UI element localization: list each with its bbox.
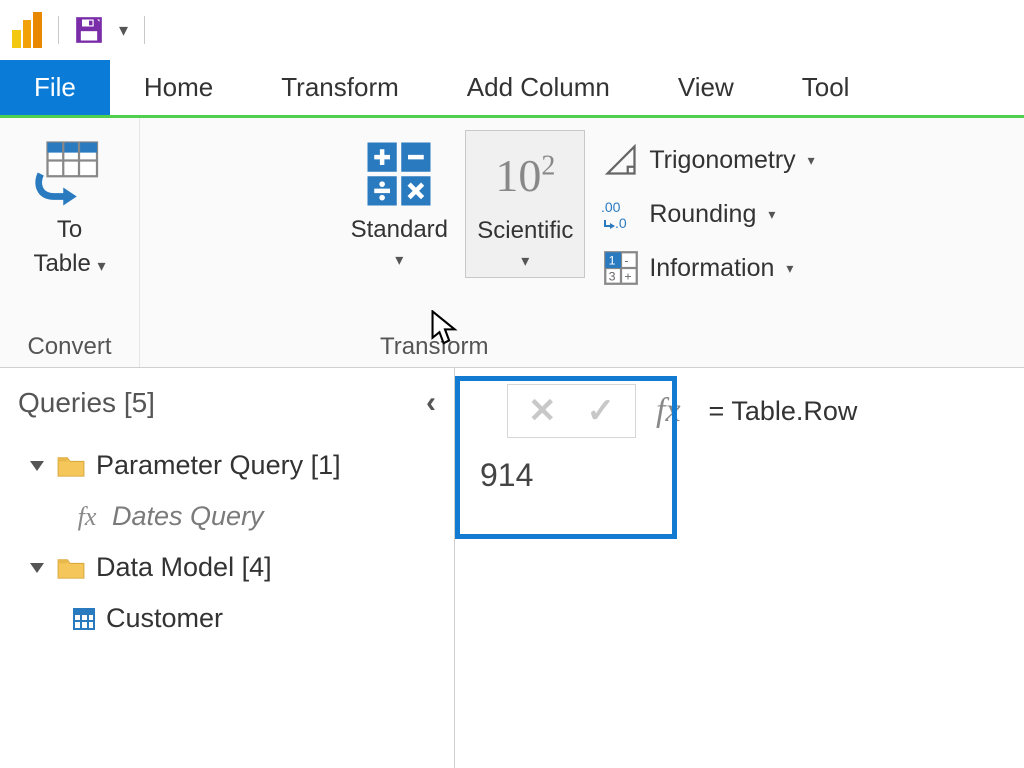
queries-pane: Queries [5] ‹ Parameter Query [1] fx Dat… bbox=[0, 368, 455, 768]
tree-item-customer[interactable]: Customer bbox=[0, 593, 454, 644]
trigonometry-button[interactable]: Trigonometry ▾ bbox=[597, 138, 818, 182]
to-table-button[interactable]: To Table ▾ bbox=[10, 130, 130, 284]
svg-text:3: 3 bbox=[609, 269, 616, 283]
tree-label: Parameter Query [1] bbox=[96, 450, 341, 481]
table-icon bbox=[72, 607, 96, 631]
save-icon[interactable] bbox=[75, 16, 103, 44]
queries-header: Queries [5] ‹ bbox=[0, 380, 454, 440]
tree-label: Data Model [4] bbox=[96, 552, 272, 583]
to-table-icon bbox=[34, 138, 106, 210]
result-value-highlight: 914 bbox=[455, 376, 677, 539]
svg-text:.0: .0 bbox=[615, 215, 627, 231]
main-pane: ✕ ✓ fx = Table.Row 914 bbox=[455, 368, 1024, 768]
menu-bar: File Home Transform Add Column View Tool bbox=[0, 60, 1024, 118]
qat-separator bbox=[58, 16, 59, 44]
tab-tools[interactable]: Tool bbox=[768, 60, 884, 115]
tab-transform[interactable]: Transform bbox=[247, 60, 433, 115]
information-icon: 1 - 3 + bbox=[601, 248, 641, 288]
ribbon-group-label-convert: Convert bbox=[27, 327, 111, 363]
rounding-button[interactable]: .00 .0 Rounding ▾ bbox=[597, 192, 818, 236]
folder-icon bbox=[56, 556, 86, 580]
expand-toggle-icon[interactable] bbox=[30, 461, 44, 471]
chevron-down-icon: ▾ bbox=[395, 250, 403, 270]
queries-title: Queries [5] bbox=[18, 387, 155, 419]
chevron-down-icon: ▾ bbox=[768, 206, 775, 223]
result-value: 914 bbox=[480, 457, 533, 493]
title-bar: ▾ bbox=[0, 0, 1024, 60]
ribbon-group-label-transform: Transform bbox=[380, 327, 488, 363]
tree-folder-data-model[interactable]: Data Model [4] bbox=[0, 542, 454, 593]
ribbon-group-transform: Standard ▾ 102 Scientific ▾ bbox=[140, 118, 1024, 367]
fx-icon: fx bbox=[72, 502, 102, 532]
tab-file[interactable]: File bbox=[0, 60, 110, 115]
tree-label: Customer bbox=[106, 603, 223, 634]
tab-view[interactable]: View bbox=[644, 60, 768, 115]
tab-home[interactable]: Home bbox=[110, 60, 247, 115]
standard-icon bbox=[363, 138, 435, 210]
svg-text:.00: .00 bbox=[601, 199, 621, 215]
information-button[interactable]: 1 - 3 + Information ▾ bbox=[597, 246, 818, 290]
qat-separator-2 bbox=[144, 16, 145, 44]
formula-input[interactable]: = Table.Row bbox=[701, 392, 866, 431]
svg-text:+: + bbox=[625, 269, 632, 283]
chevron-down-icon: ▾ bbox=[98, 258, 106, 275]
scientific-button[interactable]: 102 Scientific ▾ bbox=[465, 130, 585, 278]
svg-text:1: 1 bbox=[609, 254, 616, 268]
content-area: Queries [5] ‹ Parameter Query [1] fx Dat… bbox=[0, 368, 1024, 768]
scientific-icon: 102 bbox=[489, 139, 561, 211]
chevron-down-icon: ▾ bbox=[521, 251, 529, 271]
svg-text:-: - bbox=[625, 254, 629, 268]
chevron-down-icon: ▾ bbox=[808, 152, 815, 169]
to-table-label-2: Table ▾ bbox=[33, 250, 105, 278]
collapse-pane-icon[interactable]: ‹ bbox=[426, 386, 436, 420]
qat-dropdown-icon[interactable]: ▾ bbox=[119, 20, 128, 41]
app-logo-icon bbox=[12, 12, 42, 48]
tree-label: Dates Query bbox=[112, 501, 264, 532]
to-table-label-1: To bbox=[57, 216, 82, 244]
trigonometry-icon bbox=[601, 140, 641, 180]
tree-item-dates-query[interactable]: fx Dates Query bbox=[0, 491, 454, 542]
rounding-label: Rounding bbox=[649, 200, 756, 229]
standard-button[interactable]: Standard ▾ bbox=[339, 130, 459, 276]
folder-icon bbox=[56, 454, 86, 478]
tree-folder-parameter-query[interactable]: Parameter Query [1] bbox=[0, 440, 454, 491]
tab-add-column[interactable]: Add Column bbox=[433, 60, 644, 115]
standard-label: Standard bbox=[351, 216, 448, 244]
information-label: Information bbox=[649, 254, 774, 283]
scientific-label: Scientific bbox=[477, 217, 573, 245]
ribbon: To Table ▾ Convert bbox=[0, 118, 1024, 368]
chevron-down-icon: ▾ bbox=[786, 260, 793, 277]
trigonometry-label: Trigonometry bbox=[649, 146, 795, 175]
rounding-icon: .00 .0 bbox=[601, 194, 641, 234]
expand-toggle-icon[interactable] bbox=[30, 563, 44, 573]
ribbon-group-convert: To Table ▾ Convert bbox=[0, 118, 140, 367]
